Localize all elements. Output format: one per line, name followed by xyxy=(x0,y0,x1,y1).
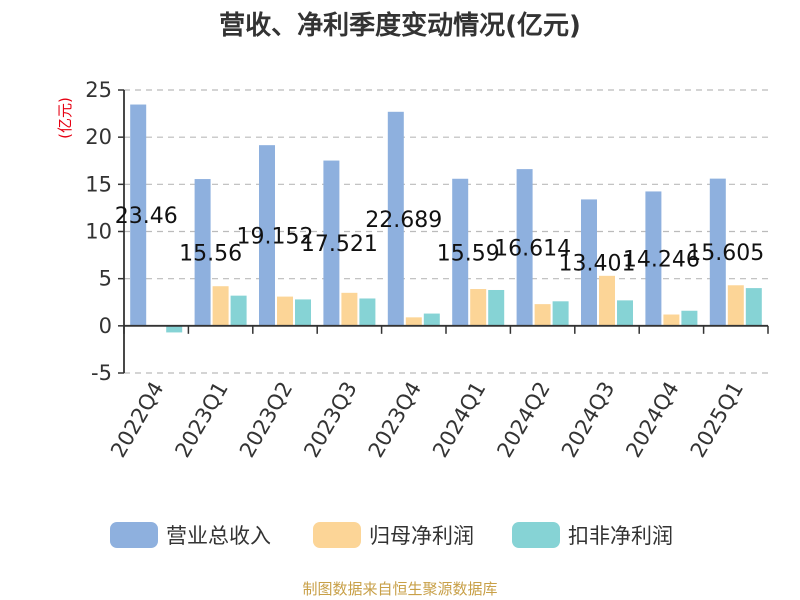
bar-deducted xyxy=(295,299,311,326)
bar-revenue xyxy=(387,111,404,326)
bar-net_profit xyxy=(727,285,744,326)
data-label-revenue: 15.56 xyxy=(179,241,242,266)
data-label-revenue: 14.246 xyxy=(623,248,700,273)
x-tick-label: 2023Q2 xyxy=(235,378,297,462)
legend-swatch-net_profit xyxy=(313,522,361,548)
legend-label-net_profit: 归母净利润 xyxy=(369,524,474,548)
y-tick-label: 10 xyxy=(85,220,112,244)
bar-revenue xyxy=(516,169,533,326)
y-tick-label: -5 xyxy=(91,361,112,385)
x-tick-label: 2022Q4 xyxy=(106,378,168,462)
bar-net_profit xyxy=(277,296,293,326)
bar-net_profit xyxy=(663,314,680,326)
x-tick-label: 2023Q1 xyxy=(170,378,232,462)
bar-net_profit xyxy=(212,286,229,326)
data-labels: 23.4615.5619.15217.52122.68915.5916.6141… xyxy=(115,204,765,276)
bar-revenue xyxy=(259,145,275,326)
legend-swatch-deducted xyxy=(512,522,560,548)
data-label-revenue: 13.401 xyxy=(559,252,636,277)
bar-revenue xyxy=(581,199,597,326)
x-tick-label: 2023Q3 xyxy=(299,378,361,462)
data-label-revenue: 22.689 xyxy=(365,208,442,233)
bar-net_profit xyxy=(405,317,422,326)
bar-net_profit xyxy=(599,275,615,326)
y-tick-label: 5 xyxy=(99,267,112,291)
bar-deducted xyxy=(230,295,247,326)
x-tick-label: 2023Q4 xyxy=(364,378,426,462)
data-label-revenue: 17.521 xyxy=(301,232,378,257)
x-tick-label: 2024Q3 xyxy=(557,378,619,462)
x-axis-ticks: 2022Q4 2023Q1 2023Q2 2023Q3 2023Q4 2024Q1 2024… xyxy=(106,325,769,462)
bar-revenue xyxy=(323,160,340,326)
source-note: 制图数据来自恒生聚源数据库 xyxy=(302,580,497,598)
legend-label-revenue: 营业总收入 xyxy=(166,524,271,548)
y-tick-label: 15 xyxy=(85,172,112,196)
bar-net_profit xyxy=(341,292,358,326)
bar-deducted xyxy=(488,289,505,326)
x-tick-label: 2024Q1 xyxy=(428,378,490,462)
x-tick-label: 2025Q1 xyxy=(686,378,748,462)
y-axis-ticks: 25 20 15 10 5 0 -5 xyxy=(85,78,124,385)
x-tick-label: 2024Q4 xyxy=(621,378,683,462)
x-tick-label: 2024Q2 xyxy=(492,378,554,462)
bar-net_profit xyxy=(534,304,551,326)
bar-revenue xyxy=(452,178,469,326)
y-tick-label: 20 xyxy=(85,125,112,149)
bar-deducted xyxy=(166,325,183,333)
data-label-revenue: 19.152 xyxy=(237,224,314,249)
legend-swatch-revenue xyxy=(110,522,158,548)
gridlines xyxy=(124,89,768,374)
legend: 营业总收入 归母净利润 扣非净利润 xyxy=(110,522,673,548)
legend-label-deducted: 扣非净利润 xyxy=(568,524,673,548)
y-unit-label: (亿元) xyxy=(56,97,74,139)
data-label-revenue: 16.614 xyxy=(494,236,571,261)
bar-revenue xyxy=(709,178,726,326)
data-label-revenue: 23.46 xyxy=(115,204,178,229)
bar-revenue xyxy=(645,191,662,326)
chart-title: 营收、净利季度变动情况(亿元) xyxy=(219,10,581,41)
bar-deducted xyxy=(745,288,762,326)
data-label-revenue: 15.59 xyxy=(437,241,500,266)
bar-deducted xyxy=(423,313,440,326)
bar-net_profit xyxy=(470,289,487,326)
y-tick-label: 25 xyxy=(85,78,112,102)
bar-deducted xyxy=(552,301,569,326)
data-label-revenue: 15.605 xyxy=(687,241,764,266)
y-tick-label: 0 xyxy=(99,314,112,338)
bar-revenue xyxy=(130,104,147,326)
bar-deducted xyxy=(359,298,376,326)
bar-deducted xyxy=(681,310,698,326)
bar-deducted xyxy=(617,300,633,326)
bar-revenue xyxy=(194,179,211,326)
bars xyxy=(130,104,762,333)
